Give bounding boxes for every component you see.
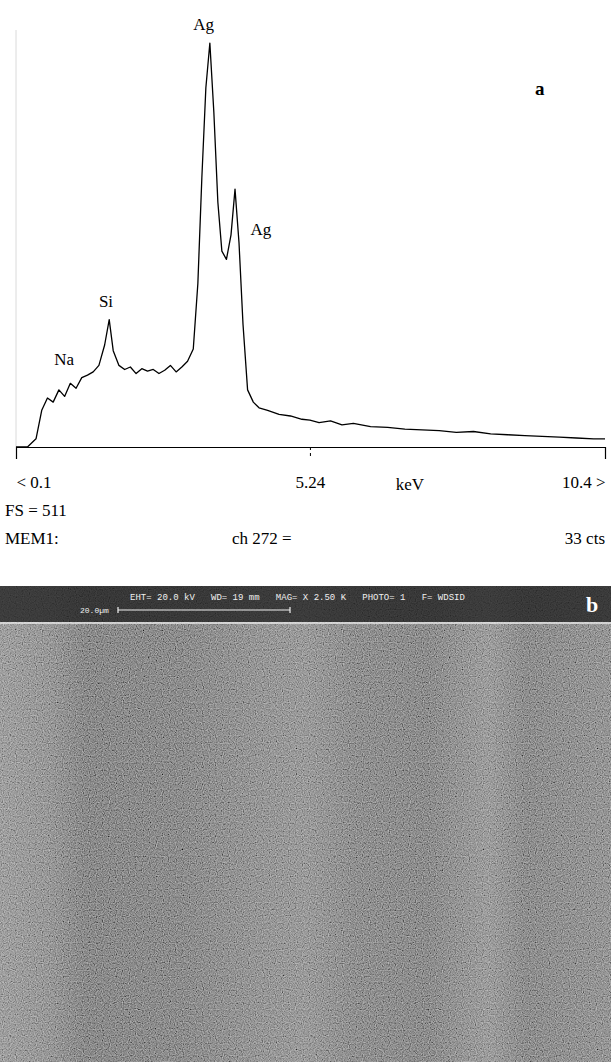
image-header: EHT= 20.0 kV WD= 19 mm MAG= X 2.50 K PHO…	[130, 593, 465, 603]
x-tick-label: < 0.1	[17, 473, 52, 492]
x-tick-mark	[605, 447, 606, 459]
x-axis-line	[17, 448, 606, 460]
readout: ch 272 =	[232, 529, 292, 548]
figure: < 0.1 5.24 10.4 > keV Na Si Ag Ag FS = 511 MEM1: c…	[0, 0, 611, 1062]
panel-label: b	[586, 592, 598, 617]
x-tick-label: 10.4 >	[562, 473, 606, 492]
x-tick-mark	[310, 447, 311, 459]
image-bands	[0, 586, 611, 1062]
scale-bar	[118, 607, 290, 613]
readout: 33 cts	[565, 529, 605, 548]
x-tick-label: 5.24	[296, 473, 326, 492]
micrograph: EHT= 20.0 kV WD= 19 mm MAG= X 2.50 K PHO…	[0, 586, 611, 1062]
image-particles	[0, 626, 611, 1062]
peak-label: Ag	[250, 220, 271, 239]
image-grain	[0, 586, 611, 1062]
x-tick: 10.4 >	[562, 447, 606, 492]
x-tick-mark	[16, 447, 17, 459]
x-axis-title: keV	[396, 475, 425, 494]
image-ground	[0, 586, 611, 1062]
scale-bar-label: 20.0µm	[80, 606, 109, 615]
peak-label: Ag	[193, 15, 214, 34]
readout: FS = 511	[5, 501, 67, 520]
header-line	[0, 622, 611, 624]
panel-label: a	[535, 78, 545, 99]
spectrum-line	[16, 43, 605, 447]
readout: MEM1:	[5, 529, 59, 548]
y-range-line	[16, 30, 17, 447]
header-band	[0, 586, 611, 622]
x-axis: < 0.1 5.24 10.4 >	[17, 447, 606, 492]
x-tick: 5.24	[296, 447, 326, 492]
plot-area	[16, 43, 605, 447]
x-tick: < 0.1	[17, 447, 52, 492]
peak-label: Na	[54, 350, 74, 369]
peak-label: Si	[99, 292, 113, 311]
